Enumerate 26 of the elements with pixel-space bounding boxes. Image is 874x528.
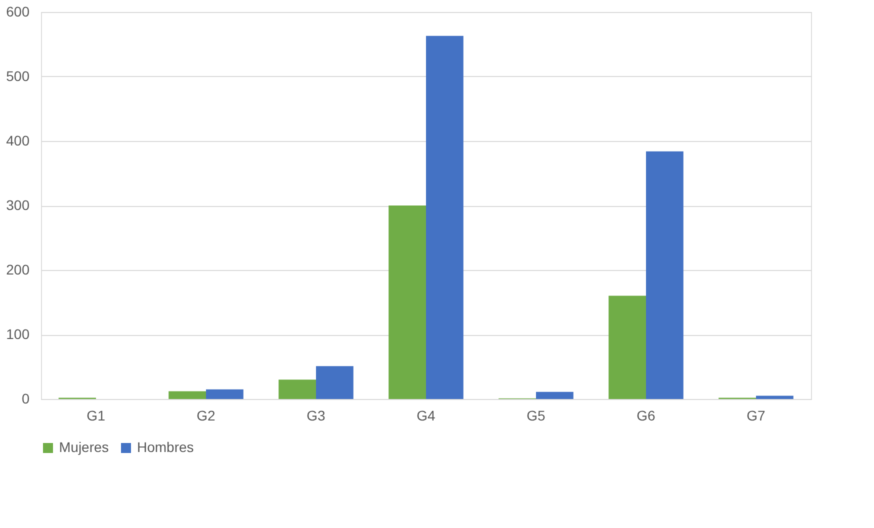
- y-tick-label: 0: [22, 390, 30, 406]
- x-tick-label: G7: [746, 408, 766, 424]
- y-tick-label: 200: [6, 262, 30, 278]
- y-tick-label: 600: [6, 4, 30, 20]
- bar: [278, 380, 316, 399]
- x-tick-label: G4: [416, 408, 436, 424]
- bar: [608, 296, 646, 399]
- y-tick-label: 500: [6, 68, 30, 84]
- bar: [316, 366, 354, 399]
- bar: [646, 151, 684, 399]
- x-tick-label: G2: [196, 408, 216, 424]
- bar: [168, 391, 206, 399]
- bar: [426, 36, 464, 399]
- x-tick-label: G3: [306, 408, 326, 424]
- y-tick-label: 300: [6, 197, 30, 213]
- bar: [756, 396, 794, 399]
- bar: [536, 392, 574, 399]
- legend-label: Mujeres: [59, 439, 109, 455]
- x-tick-label: G1: [86, 408, 106, 424]
- bar: [388, 206, 426, 399]
- legend-label: Hombres: [137, 439, 194, 455]
- bar: [206, 389, 244, 399]
- y-tick-label: 100: [6, 326, 30, 342]
- x-tick-label: G5: [526, 408, 546, 424]
- y-tick-label: 400: [6, 132, 30, 148]
- x-tick-label: G6: [636, 408, 656, 424]
